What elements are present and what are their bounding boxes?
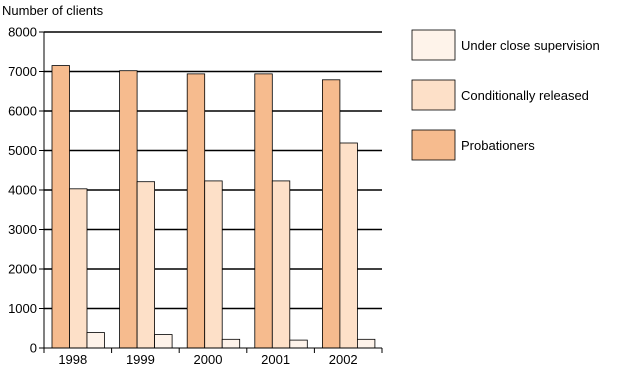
legend-label: Conditionally released [461,88,589,103]
y-tick-label: 2000 [8,262,37,277]
legend-label: Probationers [461,138,535,153]
bar-probationers-1999 [119,70,138,349]
x-tick-label: 1999 [126,352,155,367]
bar-under-close-supervision-1999 [154,334,173,349]
bar-probationers-2000 [186,73,206,349]
bar-conditionally-released-2000 [204,180,223,349]
legend-swatch-probationers [411,129,456,161]
bars [51,65,376,349]
bar-probationers-1998 [51,65,70,349]
bar-probationers-2002 [321,79,341,349]
bar-under-close-supervision-2001 [289,339,308,349]
y-tick-label: 0 [30,341,37,356]
bar-conditionally-released-1998 [69,188,88,349]
legend-swatch-under-close-supervision [411,29,456,61]
legend: Under close supervision Conditionally rel… [411,29,600,161]
legend-label: Under close supervision [461,38,600,53]
bar-probationers-2001 [254,73,273,349]
legend-swatch-conditionally-released [411,79,456,111]
axes: 1998 1999 2000 2001 2002 [43,32,383,367]
y-tick-label: 5000 [8,143,37,158]
bar-conditionally-released-2002 [339,142,358,349]
y-tick-label: 3000 [8,222,37,237]
bar-conditionally-released-2001 [271,180,291,349]
y-tick-label: 1000 [8,301,37,316]
y-tick-label: 8000 [8,25,37,40]
y-tick-label: 6000 [8,104,37,119]
x-tick-label: 2001 [261,352,290,367]
bar-under-close-supervision-2002 [356,338,376,349]
y-axis-label: Number of clients [2,3,104,18]
bar-under-close-supervision-1998 [86,332,105,349]
bar-under-close-supervision-2000 [221,338,241,349]
y-tick-label: 4000 [8,183,37,198]
bar-conditionally-released-1999 [136,181,156,349]
x-tick-label: 2002 [329,352,358,367]
y-tick-label: 7000 [8,64,37,79]
x-tick-label: 1998 [58,352,87,367]
x-tick-label: 2000 [194,352,223,367]
